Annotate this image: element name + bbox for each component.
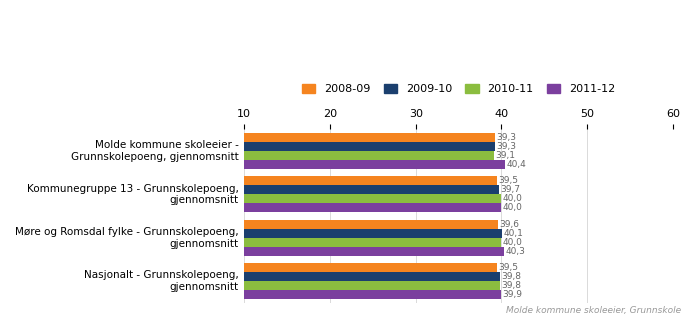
Bar [244, 160, 505, 169]
Legend: 2008-09, 2009-10, 2010-11, 2011-12: 2008-09, 2009-10, 2010-11, 2011-12 [297, 79, 620, 98]
Text: 39,5: 39,5 [498, 263, 518, 272]
Bar [244, 290, 500, 299]
Text: 39,5: 39,5 [498, 176, 518, 185]
Text: 39,3: 39,3 [497, 133, 517, 142]
Bar [244, 194, 502, 204]
Bar [244, 272, 500, 281]
Text: 39,9: 39,9 [502, 290, 522, 299]
Bar [244, 176, 497, 185]
Bar [244, 238, 502, 247]
Bar [244, 142, 496, 151]
Bar [244, 204, 502, 212]
Bar [244, 263, 497, 272]
Bar [244, 247, 504, 256]
Bar [244, 185, 499, 194]
Text: 40,1: 40,1 [504, 229, 523, 238]
Text: 39,7: 39,7 [500, 185, 520, 194]
Text: 39,3: 39,3 [497, 142, 517, 151]
Bar [244, 220, 498, 229]
Text: 39,8: 39,8 [501, 281, 521, 290]
Text: 40,0: 40,0 [502, 204, 523, 212]
Text: 39,6: 39,6 [499, 220, 519, 229]
Bar [244, 281, 500, 290]
Text: 40,4: 40,4 [506, 160, 526, 169]
Text: 40,3: 40,3 [505, 247, 525, 256]
Bar [244, 151, 493, 160]
Text: Molde kommune skoleeier, Grunnskole: Molde kommune skoleeier, Grunnskole [506, 306, 681, 315]
Bar [244, 133, 496, 142]
Text: 39,8: 39,8 [501, 272, 521, 281]
Text: 39,1: 39,1 [495, 151, 515, 160]
Text: 40,0: 40,0 [502, 238, 523, 247]
Bar [244, 229, 502, 238]
Text: 40,0: 40,0 [502, 194, 523, 203]
